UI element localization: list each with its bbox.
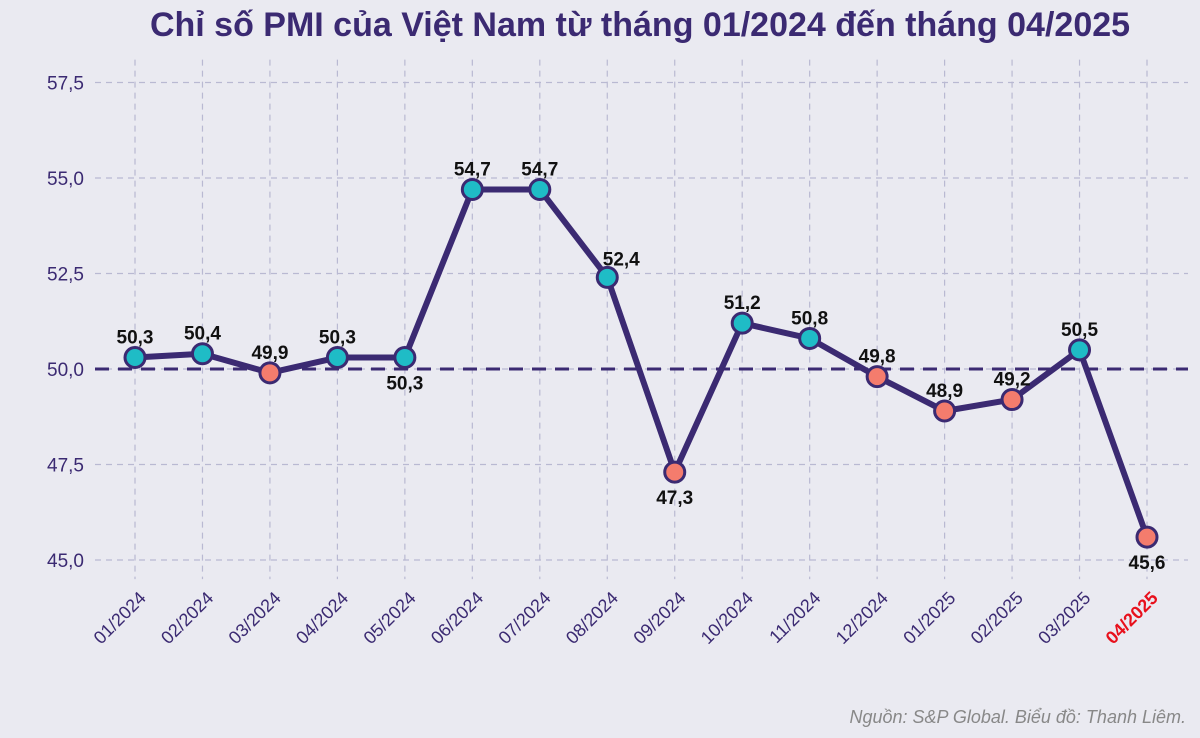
x-tick-label: 08/2024 xyxy=(562,588,622,648)
x-tick-label: 09/2024 xyxy=(629,588,689,648)
data-point xyxy=(393,346,417,370)
data-point xyxy=(798,326,822,350)
data-label: 52,4 xyxy=(603,249,640,270)
y-tick-label: 50,0 xyxy=(47,360,84,381)
x-tick-label: 04/2025 xyxy=(1102,588,1162,648)
x-tick-label: 04/2024 xyxy=(292,588,352,648)
data-label: 50,4 xyxy=(184,324,221,345)
data-label: 54,7 xyxy=(454,159,491,180)
data-point xyxy=(460,177,484,201)
x-tick-label: 01/2025 xyxy=(899,588,959,648)
x-tick-label: 03/2024 xyxy=(225,588,285,648)
x-tick-label: 10/2024 xyxy=(697,588,757,648)
y-tick-label: 47,5 xyxy=(47,456,84,477)
y-tick-label: 57,5 xyxy=(47,74,84,95)
data-point xyxy=(865,365,889,389)
data-point xyxy=(258,361,282,385)
source-note: Nguồn: S&P Global. Biểu đồ: Thanh Liêm. xyxy=(849,707,1186,727)
pmi-series-line xyxy=(134,186,1150,539)
data-label: 49,8 xyxy=(859,347,896,368)
data-label: 50,3 xyxy=(386,374,423,395)
x-tick-label: 02/2024 xyxy=(157,588,217,648)
x-tick-label: 07/2024 xyxy=(494,588,554,648)
data-label: 49,2 xyxy=(994,370,1031,391)
x-tick-label: 05/2024 xyxy=(360,588,420,648)
data-label: 50,5 xyxy=(1061,320,1098,341)
x-tick-label: 01/2024 xyxy=(90,588,150,648)
data-point xyxy=(933,399,957,423)
y-tick-label: 52,5 xyxy=(47,265,84,286)
data-point xyxy=(595,265,619,289)
data-label: 50,8 xyxy=(791,308,828,329)
data-point xyxy=(1068,338,1092,362)
data-label: 48,9 xyxy=(926,381,963,402)
data-point xyxy=(123,346,147,370)
data-point xyxy=(730,311,754,335)
data-point xyxy=(190,342,214,366)
x-tick-label: 03/2025 xyxy=(1034,588,1094,648)
data-label: 45,6 xyxy=(1129,553,1166,574)
data-label: 54,7 xyxy=(521,159,558,180)
data-point xyxy=(325,346,349,370)
data-label: 51,2 xyxy=(724,293,761,314)
x-tick-label: 12/2024 xyxy=(832,588,892,648)
x-tick-label: 02/2025 xyxy=(967,588,1027,648)
data-point xyxy=(1000,388,1024,412)
y-tick-label: 45,0 xyxy=(47,551,84,572)
chart-title: Chỉ số PMI của Việt Nam từ tháng 01/2024… xyxy=(149,6,1131,44)
data-point xyxy=(528,177,552,201)
data-label: 47,3 xyxy=(656,488,693,509)
data-label: 49,9 xyxy=(251,343,288,364)
data-point xyxy=(1135,525,1159,549)
data-label: 50,3 xyxy=(319,328,356,349)
x-tick-label: 11/2024 xyxy=(765,588,824,647)
data-point xyxy=(663,460,687,484)
y-tick-label: 55,0 xyxy=(47,169,84,190)
data-label: 50,3 xyxy=(117,328,154,349)
x-tick-label: 06/2024 xyxy=(427,588,487,648)
